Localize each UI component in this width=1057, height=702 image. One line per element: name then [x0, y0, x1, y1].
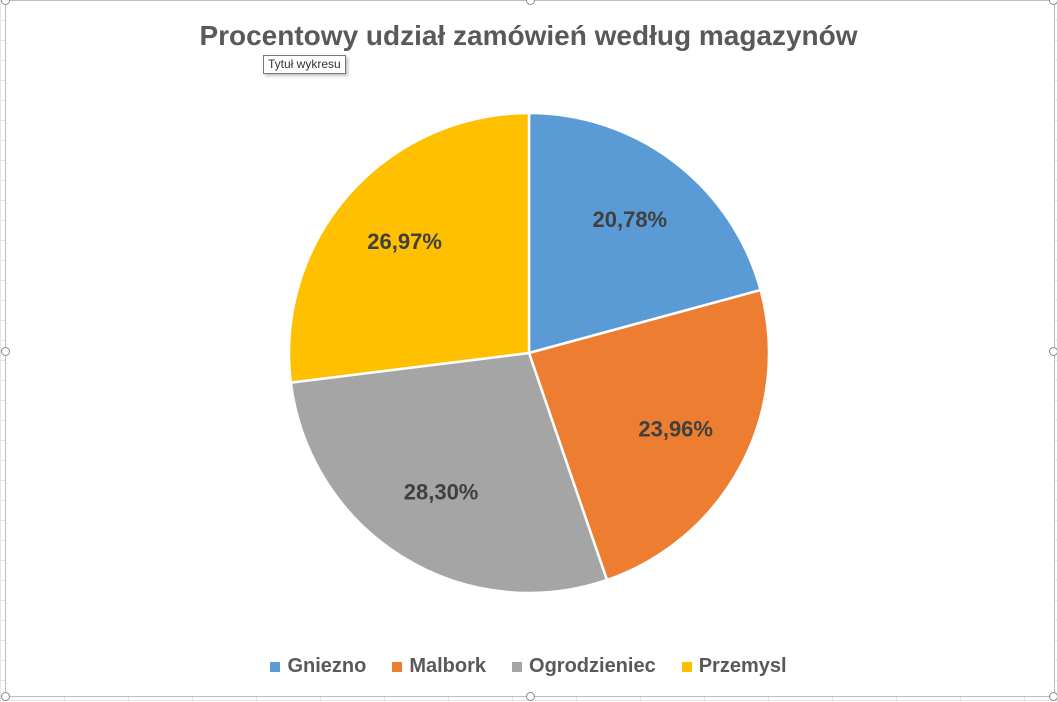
data-label-ogrodzieniec[interactable]: 28,30%	[404, 480, 479, 505]
pie-slice-gniezno[interactable]	[527, 111, 763, 355]
resize-handle-top-right[interactable]	[1049, 0, 1057, 5]
resize-handle-bottom-right[interactable]	[1049, 692, 1057, 701]
chart-legend[interactable]: Gniezno Malbork Ogrodzieniec Przemysl	[0, 655, 1057, 678]
legend-label: Gniezno	[287, 655, 367, 677]
chart-title-tooltip: Tytuł wykresu	[263, 55, 346, 74]
data-label-gniezno[interactable]: 20,78%	[593, 207, 668, 232]
resize-handle-bottom-left[interactable]	[1, 692, 10, 701]
resize-handle-top-left[interactable]	[1, 0, 10, 5]
data-label-malbork[interactable]: 23,96%	[638, 417, 713, 442]
legend-swatch	[270, 661, 281, 672]
pie-slice-ogrodzieniec[interactable]	[289, 351, 609, 595]
chart-title[interactable]: Procentowy udział zamówień według magazy…	[199, 20, 858, 51]
resize-handle-bottom-center[interactable]	[526, 692, 535, 701]
legend-label: Przemysl	[698, 655, 787, 677]
legend-item-ogrodzieniec[interactable]: Ogrodzieniec	[512, 655, 656, 678]
legend-swatch	[512, 661, 523, 672]
pie-slice-malbork[interactable]	[527, 288, 771, 582]
legend-swatch	[681, 661, 692, 672]
data-label-przemysl[interactable]: 26,97%	[367, 229, 442, 254]
resize-handle-top-center[interactable]	[526, 0, 535, 5]
legend-item-przemysl[interactable]: Przemysl	[681, 655, 787, 678]
legend-label: Ogrodzieniec	[529, 655, 656, 677]
legend-item-gniezno[interactable]: Gniezno	[270, 655, 366, 678]
legend-label: Malbork	[409, 655, 487, 677]
legend-swatch	[392, 661, 403, 672]
legend-item-malbork[interactable]: Malbork	[392, 655, 486, 678]
pie-slice-przemysl[interactable]	[287, 111, 531, 384]
resize-handle-middle-left[interactable]	[1, 347, 10, 356]
resize-handle-middle-right[interactable]	[1049, 347, 1057, 356]
